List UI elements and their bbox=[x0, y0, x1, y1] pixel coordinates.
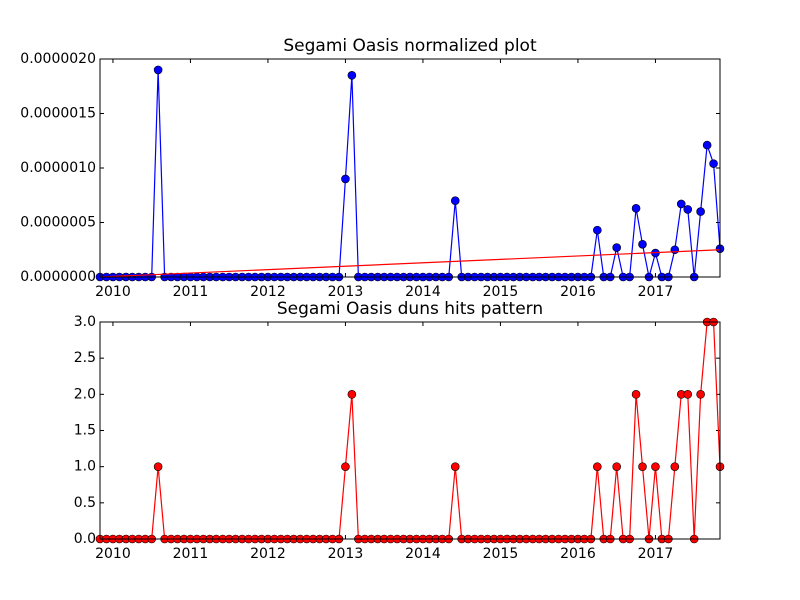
x-tick-label: 2014 bbox=[405, 284, 441, 300]
y-tick-label: 0.0 bbox=[74, 531, 96, 547]
y-tick-label: 2.0 bbox=[74, 386, 96, 402]
x-tick-label: 2012 bbox=[250, 546, 286, 562]
y-tick-label: 2.5 bbox=[74, 350, 96, 366]
y-tick-label: 1.0 bbox=[74, 459, 96, 475]
data-point bbox=[153, 65, 163, 75]
data-point bbox=[638, 240, 647, 249]
y-tick-label: 3.0 bbox=[74, 314, 96, 330]
y-tick-label: 0.5 bbox=[74, 495, 96, 511]
x-tick-label: 2013 bbox=[328, 546, 364, 562]
x-tick-label: 2017 bbox=[638, 284, 674, 300]
plot-area bbox=[100, 59, 720, 277]
x-tick-label: 2011 bbox=[173, 284, 209, 300]
y-tick-label: 0.0000015 bbox=[20, 106, 96, 122]
data-point bbox=[631, 204, 641, 213]
chart-title: Segami Oasis normalized plot bbox=[283, 36, 537, 56]
y-tick-label: 0.0000020 bbox=[20, 51, 96, 67]
data-point bbox=[347, 71, 357, 80]
x-tick-label: 2016 bbox=[560, 284, 596, 300]
data-point bbox=[593, 225, 602, 235]
x-tick-label: 2014 bbox=[405, 546, 441, 562]
plot-frame bbox=[99, 321, 721, 540]
plot-area bbox=[100, 322, 720, 539]
data-point bbox=[593, 462, 602, 471]
y-tick-label: 0.0000000 bbox=[20, 269, 96, 285]
chart-title: Segami Oasis duns hits pattern bbox=[277, 299, 543, 319]
data-point bbox=[638, 462, 647, 471]
x-tick-label: 2017 bbox=[638, 546, 674, 562]
x-tick-label: 2015 bbox=[483, 546, 519, 562]
x-tick-label: 2010 bbox=[95, 284, 131, 300]
series-line bbox=[99, 249, 721, 278]
data-point bbox=[612, 462, 621, 471]
x-tick-label: 2012 bbox=[250, 284, 286, 300]
y-tick-label: 0.0000005 bbox=[20, 215, 96, 231]
data-point bbox=[341, 174, 350, 184]
data-point bbox=[696, 390, 705, 399]
y-tick-label: 0.0000010 bbox=[20, 160, 96, 176]
data-point bbox=[450, 462, 460, 471]
data-point bbox=[651, 462, 660, 471]
data-point bbox=[670, 462, 680, 471]
y-tick-label: 1.5 bbox=[74, 423, 96, 439]
x-tick-label: 2015 bbox=[483, 284, 519, 300]
data-point bbox=[696, 207, 705, 216]
data-point bbox=[670, 245, 680, 255]
data-point bbox=[702, 140, 712, 150]
data-point bbox=[341, 462, 350, 471]
plot-frame bbox=[99, 58, 721, 278]
data-point bbox=[676, 199, 686, 209]
x-tick-label: 2016 bbox=[560, 546, 596, 562]
data-point bbox=[709, 159, 718, 168]
data-point bbox=[683, 205, 693, 214]
data-point bbox=[450, 196, 460, 205]
data-point bbox=[612, 243, 621, 252]
data-point bbox=[347, 390, 357, 399]
data-point bbox=[153, 462, 163, 471]
x-tick-label: 2013 bbox=[328, 284, 364, 300]
data-point bbox=[683, 390, 693, 399]
data-point bbox=[631, 390, 641, 399]
x-tick-label: 2010 bbox=[95, 546, 131, 562]
x-tick-label: 2011 bbox=[173, 546, 209, 562]
